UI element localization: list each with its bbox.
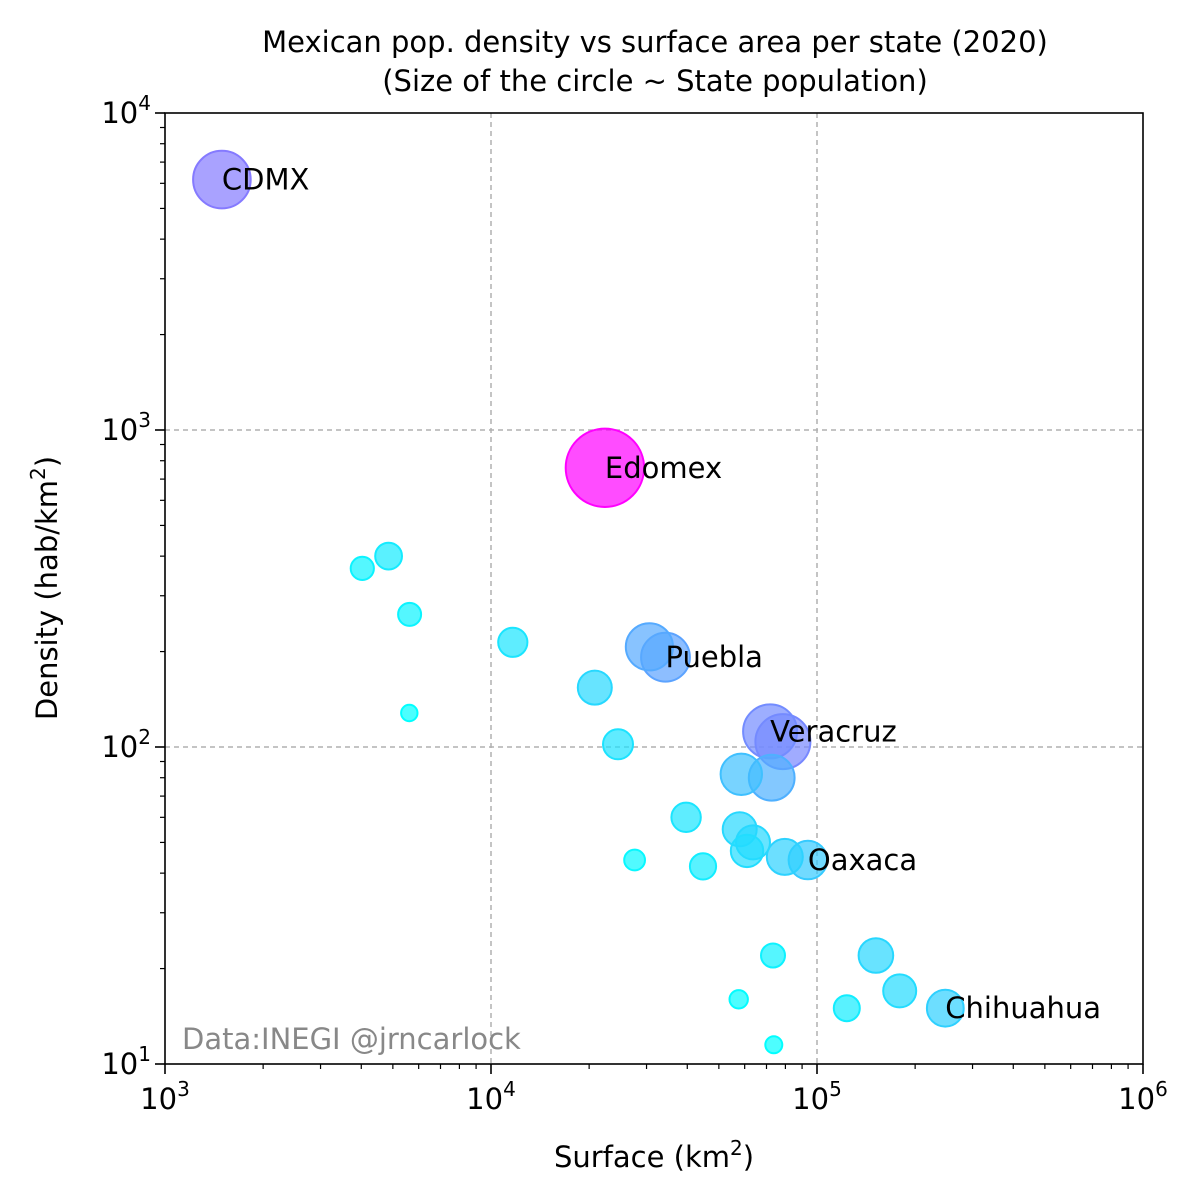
y-tick-label-base: 10 xyxy=(101,1047,138,1081)
data-point-state-6 xyxy=(374,541,404,571)
data-point-chihuahua xyxy=(925,988,965,1028)
x-tick-label-base: 10 xyxy=(466,1082,503,1116)
y-axis-label-sup: 2 xyxy=(26,467,50,480)
chart-title-line2: (Size of the circle ~ State population) xyxy=(382,64,928,98)
data-point-cdmx xyxy=(192,149,252,210)
data-point-state-25 xyxy=(728,989,749,1010)
data-point-state-28 xyxy=(832,994,861,1023)
y-axis-label: Density (hab/km2) xyxy=(26,456,64,720)
x-axis-label-base: Surface (km xyxy=(554,1140,730,1174)
plot-frame xyxy=(164,112,1144,1065)
x-tick-label-exponent: 5 xyxy=(829,1077,842,1101)
data-point-state-24 xyxy=(760,942,786,969)
x-axis-label-end: ) xyxy=(743,1140,754,1174)
x-tick-label-exponent: 3 xyxy=(177,1077,190,1101)
point-label-chihuahua: Chihuahua xyxy=(945,991,1101,1025)
data-point-state-7 xyxy=(349,555,375,582)
data-point-state-23 xyxy=(765,837,804,876)
data-point-state-9 xyxy=(400,703,419,723)
data-points xyxy=(192,149,965,1055)
y-tick-label-base: 10 xyxy=(101,96,138,130)
data-point-state-17 xyxy=(719,752,763,796)
x-tick-label-base: 10 xyxy=(792,1082,829,1116)
y-axis-label-end: ) xyxy=(30,456,64,467)
x-tick-label-exponent: 4 xyxy=(503,1077,516,1101)
data-point-state-13 xyxy=(602,728,634,761)
point-label-cdmx: CDMX xyxy=(222,163,309,197)
x-tick-label: 103 xyxy=(140,1077,190,1116)
y-axis-label-base: Density (hab/km xyxy=(30,480,64,720)
data-point-state-8 xyxy=(397,601,423,627)
data-point-state-10 xyxy=(497,626,529,658)
y-tick-label-base: 10 xyxy=(101,413,138,447)
grid-lines xyxy=(165,113,1143,1064)
y-tick-label-exponent: 1 xyxy=(138,1042,151,1066)
y-tick-label: 104 xyxy=(101,91,151,130)
data-point-state-16 xyxy=(688,852,718,881)
y-tick-label-exponent: 2 xyxy=(138,725,151,749)
y-tick-label: 101 xyxy=(101,1042,151,1081)
x-tick-label-base: 10 xyxy=(1118,1082,1155,1116)
data-point-state-14 xyxy=(623,848,646,872)
point-label-oaxaca: Oaxaca xyxy=(808,843,917,877)
y-tick-label: 102 xyxy=(101,725,151,764)
x-axis-label: Surface (km2) xyxy=(554,1136,754,1174)
data-point-state-11 xyxy=(576,669,613,706)
data-point-state-29 xyxy=(882,973,918,1009)
y-tick-label-exponent: 4 xyxy=(138,91,151,115)
x-tick-label-exponent: 6 xyxy=(1155,1077,1168,1101)
watermark: Data:INEGI @jrncarlock xyxy=(182,1022,521,1056)
data-point-state-12 xyxy=(624,622,675,672)
data-point-state-27 xyxy=(857,937,895,974)
x-axis-label-sup: 2 xyxy=(730,1136,743,1160)
x-tick-label: 106 xyxy=(1118,1077,1168,1116)
point-label-veracruz: Veracruz xyxy=(770,714,897,748)
x-tick-label: 104 xyxy=(466,1077,516,1116)
data-point-state-22 xyxy=(729,833,765,869)
y-tick-label: 103 xyxy=(101,408,151,447)
x-tick-label: 105 xyxy=(792,1077,842,1116)
data-point-state-15 xyxy=(670,801,702,833)
point-label-edomex: Edomex xyxy=(605,451,722,485)
point-label-puebla: Puebla xyxy=(666,640,763,674)
data-point-edomex xyxy=(564,427,646,508)
data-point-state-26 xyxy=(764,1035,784,1055)
y-tick-label-base: 10 xyxy=(101,730,138,764)
y-tick-label-exponent: 3 xyxy=(138,408,151,432)
point-labels: CDMX Edomex Puebla Veracruz Oaxaca Chihuahua xyxy=(222,163,1101,1026)
x-tick-label-base: 10 xyxy=(140,1082,177,1116)
chart-title-line1: Mexican pop. density vs surface area per… xyxy=(262,25,1048,59)
